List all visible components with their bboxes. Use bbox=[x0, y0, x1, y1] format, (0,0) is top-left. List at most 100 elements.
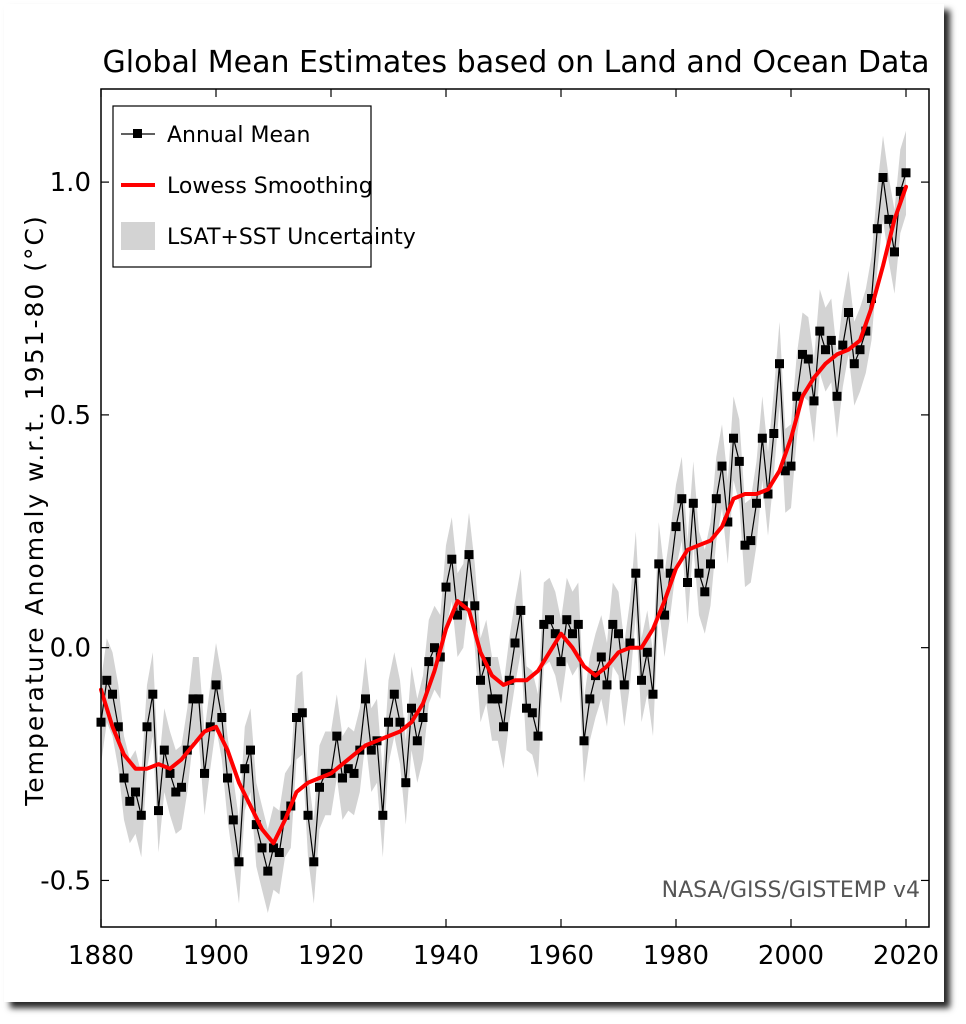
annual-mean-point bbox=[401, 778, 411, 788]
annual-mean-point bbox=[487, 694, 497, 704]
annual-mean-point bbox=[602, 680, 612, 690]
x-tick-label: 1900 bbox=[183, 941, 249, 971]
annual-mean-point bbox=[556, 657, 566, 667]
annual-mean-point bbox=[113, 722, 123, 732]
annual-mean-point bbox=[855, 345, 865, 355]
annual-mean-point bbox=[131, 787, 140, 797]
x-tick-label: 1980 bbox=[643, 941, 709, 971]
annual-mean-point bbox=[274, 848, 284, 857]
annual-mean-point bbox=[366, 745, 376, 755]
annual-mean-point bbox=[251, 820, 261, 830]
annual-mean-point bbox=[246, 745, 255, 755]
y-axis-label: Temperature Anomaly w.r.t. 1951-80 (°C) bbox=[20, 214, 49, 807]
annual-mean-point bbox=[194, 694, 204, 704]
legend-annual-label: Annual Mean bbox=[167, 123, 310, 148]
annual-mean-point bbox=[320, 768, 330, 778]
annual-mean-point bbox=[545, 615, 554, 625]
annual-mean-point bbox=[711, 494, 721, 504]
x-tick-label: 2000 bbox=[758, 941, 824, 971]
annual-mean-point bbox=[361, 694, 370, 704]
annual-mean-point bbox=[171, 787, 181, 797]
annual-mean-point bbox=[596, 652, 606, 662]
annual-mean-point bbox=[872, 224, 882, 234]
x-tick-label: 1920 bbox=[298, 941, 364, 971]
annual-mean-point bbox=[631, 568, 641, 578]
annual-mean-point bbox=[292, 713, 301, 722]
annual-mean-point bbox=[740, 540, 750, 550]
annual-mean-point bbox=[539, 619, 549, 629]
annual-mean-point bbox=[798, 349, 807, 359]
annual-mean-point bbox=[378, 810, 388, 820]
annual-mean-point bbox=[717, 461, 727, 471]
annual-mean-point bbox=[562, 615, 572, 625]
annual-mean-point bbox=[838, 340, 848, 350]
annual-mean-point bbox=[533, 731, 543, 741]
plot-border bbox=[100, 88, 930, 928]
annual-mean-point bbox=[136, 810, 146, 820]
annual-mean-point bbox=[608, 619, 618, 629]
annual-mean-point bbox=[389, 689, 399, 699]
annual-mean-point bbox=[453, 610, 462, 620]
annual-mean-point bbox=[395, 717, 405, 727]
annual-mean-point bbox=[154, 806, 163, 816]
annual-mean-point bbox=[573, 619, 583, 629]
annual-mean-point bbox=[694, 568, 704, 578]
annual-mean-point bbox=[780, 466, 790, 476]
y-tick-label: -0.5 bbox=[40, 866, 91, 896]
annual-mean-point bbox=[470, 601, 480, 611]
annual-mean-point bbox=[803, 354, 813, 364]
annual-mean-point bbox=[706, 559, 715, 569]
annual-mean-point bbox=[493, 694, 503, 704]
chart-svg: Global Mean Estimates based on Land and … bbox=[20, 45, 939, 971]
annual-mean-point bbox=[752, 498, 761, 508]
annual-mean-point bbox=[815, 326, 825, 336]
annual-mean-point bbox=[729, 433, 738, 443]
annual-mean-point bbox=[343, 764, 353, 774]
annual-mean-point bbox=[441, 582, 451, 592]
annual-mean-point bbox=[677, 494, 687, 504]
annual-mean-point bbox=[844, 308, 853, 317]
annual-mean-point bbox=[257, 843, 267, 853]
annual-mean-point bbox=[165, 768, 175, 778]
y-tick-label: 0.0 bbox=[50, 634, 91, 664]
annual-mean-point bbox=[177, 782, 186, 792]
annual-mean-point bbox=[188, 694, 198, 704]
annual-mean-point bbox=[211, 680, 221, 690]
axis-ticks: 1880 1900 1920 1940 1960 1980 2000 2020 -0.5 0.0 0… bbox=[40, 89, 939, 971]
annual-mean-point bbox=[516, 605, 526, 615]
annual-mean-point bbox=[683, 578, 692, 587]
annual-mean-point bbox=[660, 610, 669, 620]
annual-mean-point bbox=[809, 396, 819, 406]
legend-annual-marker bbox=[133, 129, 142, 138]
annual-mean-point bbox=[297, 708, 307, 718]
annual-mean-point bbox=[424, 657, 434, 667]
annual-mean-point bbox=[671, 522, 681, 532]
x-tick-label: 1960 bbox=[528, 941, 594, 971]
y-tick-label: 1.0 bbox=[50, 168, 91, 198]
annual-mean-point bbox=[504, 675, 514, 685]
annual-mean-layer bbox=[96, 168, 911, 876]
annual-mean-point bbox=[878, 173, 888, 182]
annual-mean-point bbox=[723, 517, 733, 527]
annual-mean-point bbox=[895, 186, 905, 196]
annual-mean-point bbox=[263, 866, 273, 876]
annual-mean-point bbox=[200, 768, 209, 778]
annual-mean-point bbox=[734, 456, 744, 466]
chart-title: Global Mean Estimates based on Land and … bbox=[103, 45, 930, 80]
annual-mean-point bbox=[338, 773, 347, 783]
annual-mean-point bbox=[240, 764, 250, 774]
annual-mean-point bbox=[384, 717, 393, 727]
annual-mean-point bbox=[614, 629, 623, 639]
annual-mean-point bbox=[901, 168, 911, 178]
annual-mean-point bbox=[792, 391, 802, 401]
annual-mean-point bbox=[142, 722, 152, 732]
annual-mean-point bbox=[418, 713, 428, 722]
annual-mean-point bbox=[688, 498, 698, 508]
y-tick-label: 0.5 bbox=[50, 401, 91, 431]
annual-mean-point bbox=[499, 722, 508, 732]
annual-mean-point bbox=[568, 629, 577, 639]
annual-mean-point bbox=[757, 433, 767, 443]
annual-mean-point bbox=[746, 536, 756, 546]
annual-mean-point bbox=[125, 796, 135, 806]
annual-mean-point bbox=[832, 391, 842, 401]
